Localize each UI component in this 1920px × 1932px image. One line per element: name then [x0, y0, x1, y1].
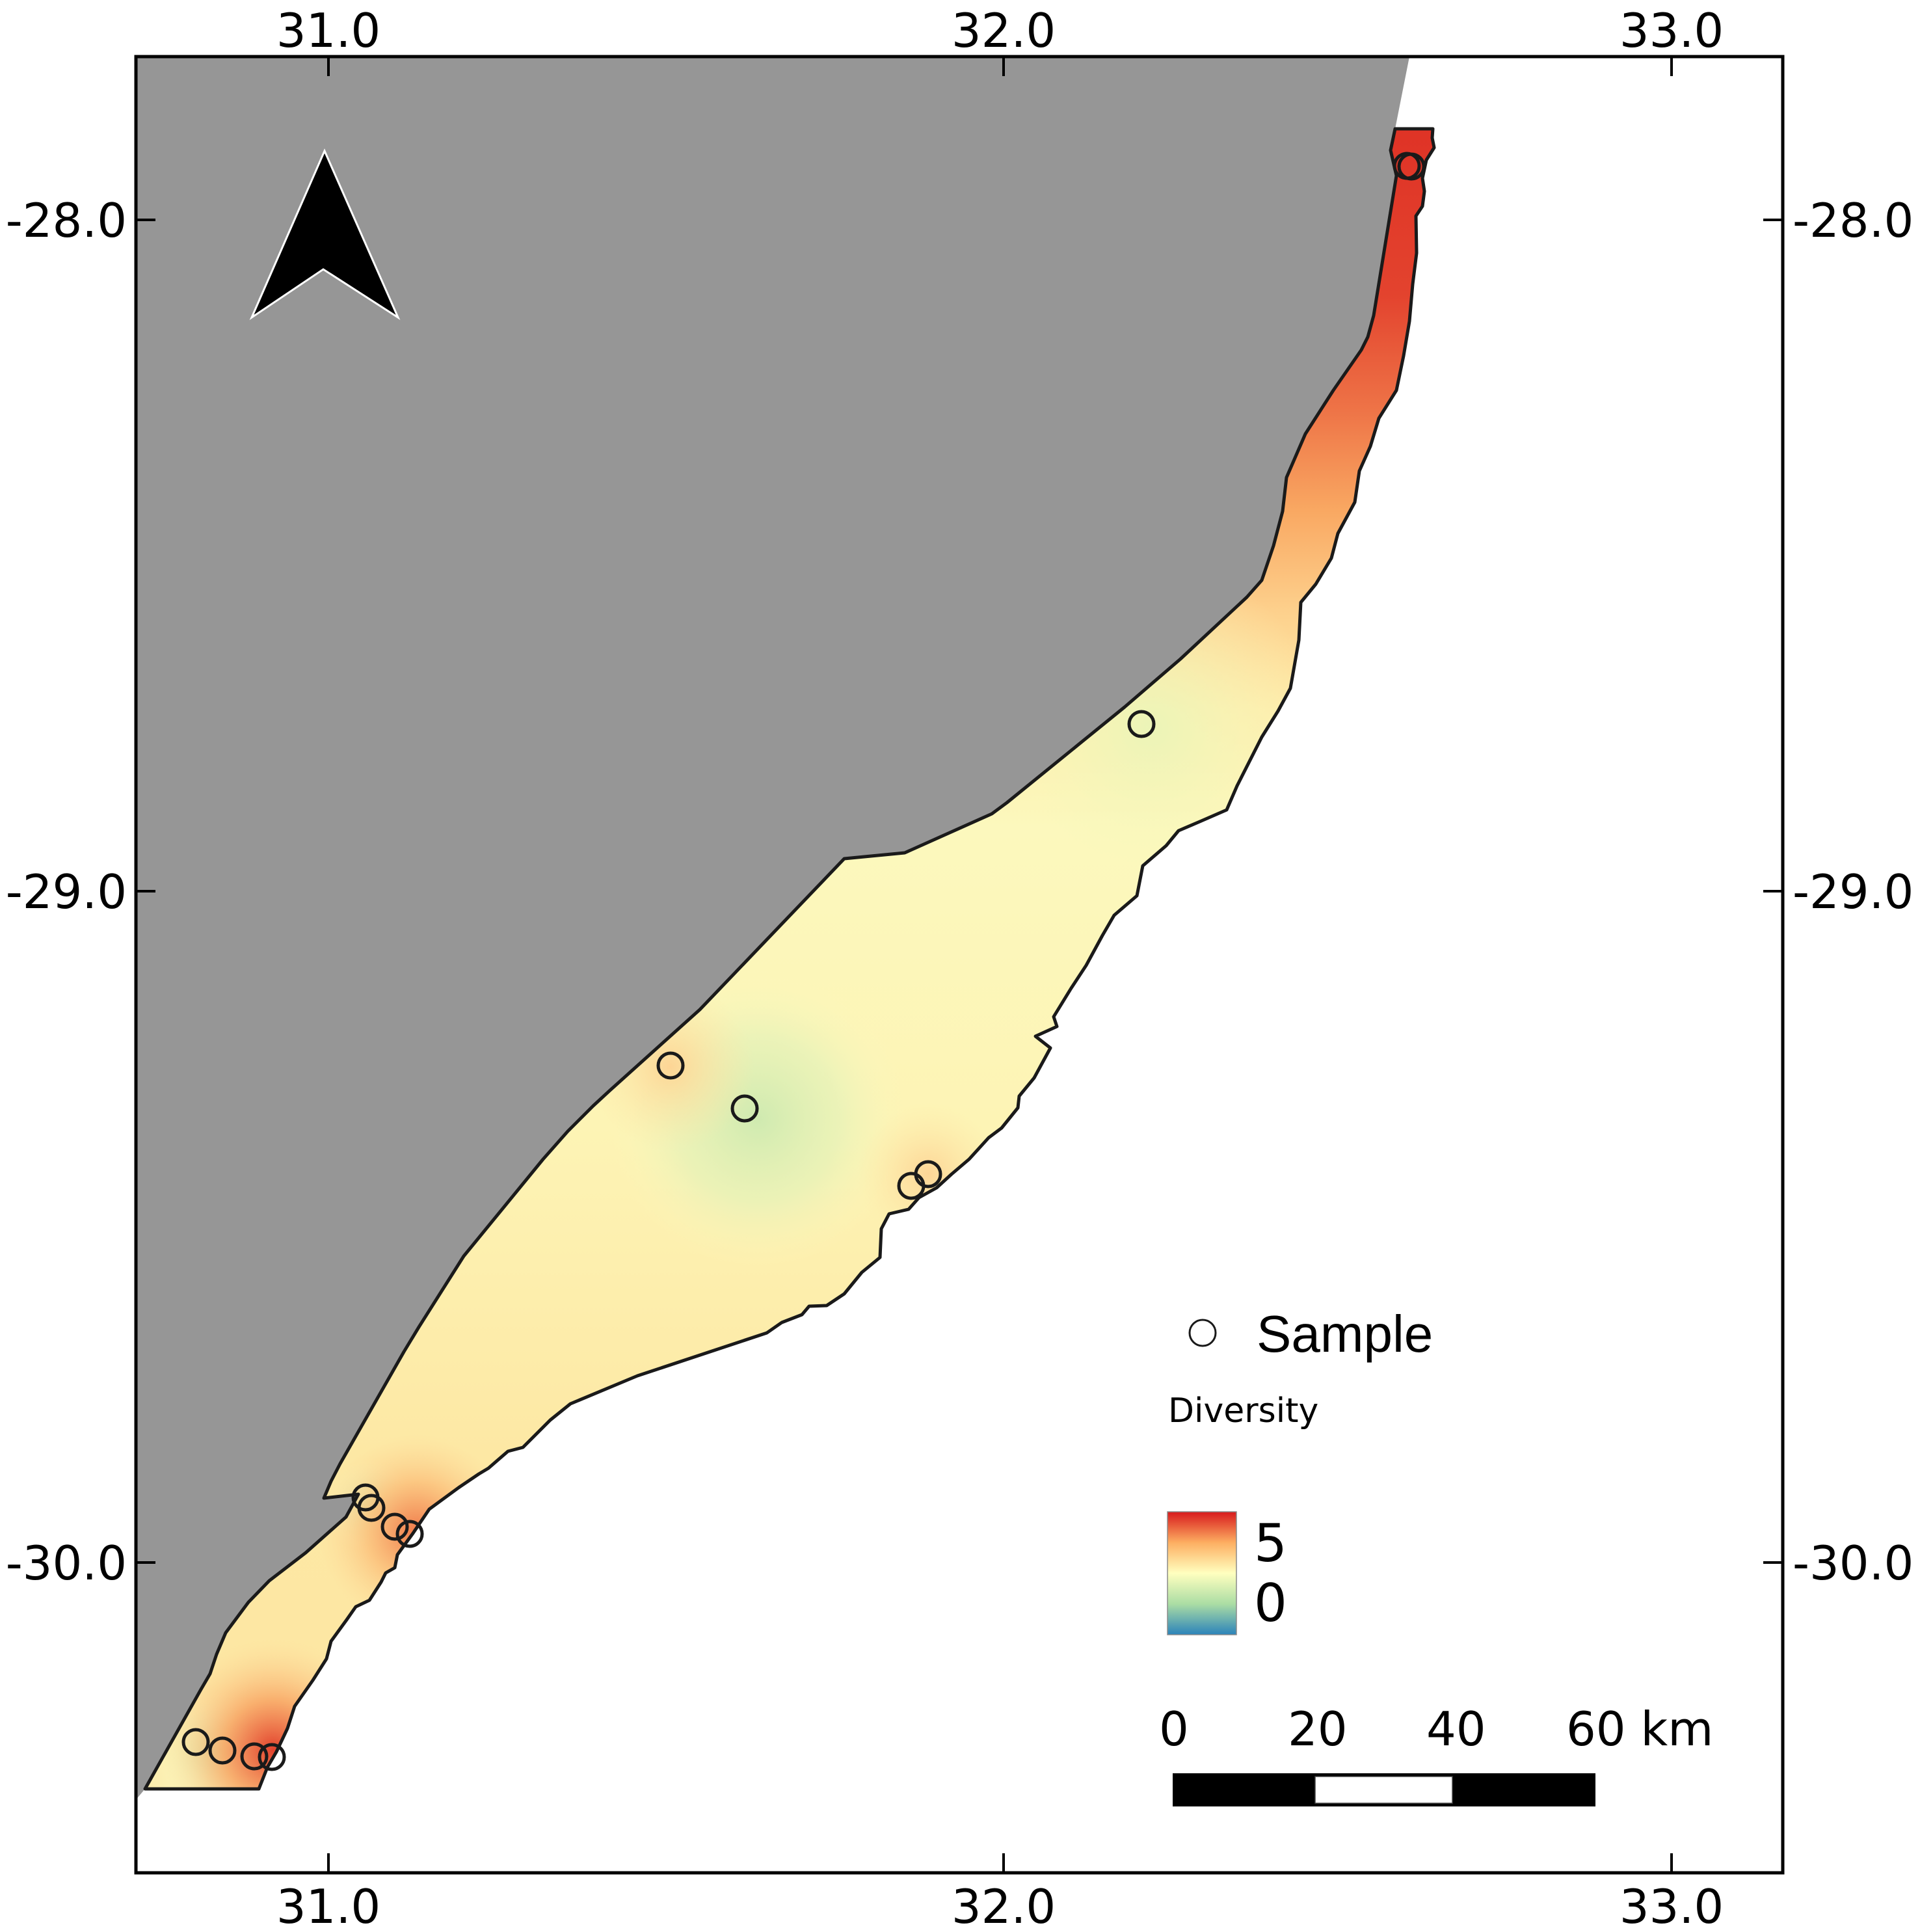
map-frame: [134, 55, 1785, 1875]
north-arrow-icon: [249, 148, 401, 321]
sample-point: [181, 1728, 210, 1756]
sample-point: [914, 1160, 942, 1188]
legend: Sample Diversity 5 0: [1167, 1305, 1433, 1635]
ticks: [136, 57, 1783, 1873]
legend-sample-label: Sample: [1257, 1305, 1433, 1363]
bottom-tick-label: 32.0: [952, 1879, 1056, 1932]
sample-point: [240, 1742, 269, 1771]
right-tick-label: -30.0: [1793, 1536, 1913, 1590]
colorbar-max-label: 5: [1254, 1513, 1287, 1574]
sample-point: [730, 1094, 759, 1123]
scale-bar: 0 20 40 60 km: [1159, 1702, 1713, 1806]
scale-bar-segment-2: [1314, 1776, 1453, 1804]
legend-diversity-title: Diversity: [1168, 1391, 1318, 1430]
study-area-outline: [143, 127, 1436, 1791]
scale-label-0: 0: [1159, 1702, 1189, 1756]
scale-label-20: 20: [1288, 1702, 1348, 1756]
sample-point: [395, 1520, 424, 1548]
left-tick-label: -28.0: [6, 193, 127, 248]
scale-label-40: 40: [1426, 1702, 1486, 1756]
sample-point: [258, 1743, 286, 1771]
top-tick-label: 32.0: [952, 3, 1056, 58]
sample-point: [656, 1051, 685, 1080]
left-tick-label: -30.0: [6, 1536, 127, 1590]
sample-point: [1397, 152, 1426, 181]
land-polygon: [136, 57, 1409, 1802]
sample-point: [357, 1494, 386, 1522]
bottom-tick-label: 31.0: [276, 1879, 380, 1932]
right-tick-label: -28.0: [1793, 193, 1913, 248]
left-tick-label: -29.0: [6, 865, 127, 919]
top-tick-label: 31.0: [276, 3, 380, 58]
sample-point: [1127, 710, 1156, 738]
sample-point: [380, 1512, 409, 1541]
colorbar: [1167, 1511, 1237, 1635]
colorbar-min-label: 0: [1254, 1573, 1287, 1633]
top-tick-label: 33.0: [1620, 3, 1724, 58]
sample-points: [181, 152, 1426, 1771]
scale-label-60km: 60 km: [1566, 1702, 1713, 1756]
bottom-tick-label: 33.0: [1620, 1879, 1724, 1932]
right-tick-label: -29.0: [1793, 865, 1913, 919]
axis-labels: 31.0 32.0 33.0 31.0 32.0 33.0 -28.0 -29.…: [6, 3, 1914, 1932]
sample-point: [208, 1736, 237, 1765]
legend-sample-icon: [1188, 1319, 1217, 1347]
